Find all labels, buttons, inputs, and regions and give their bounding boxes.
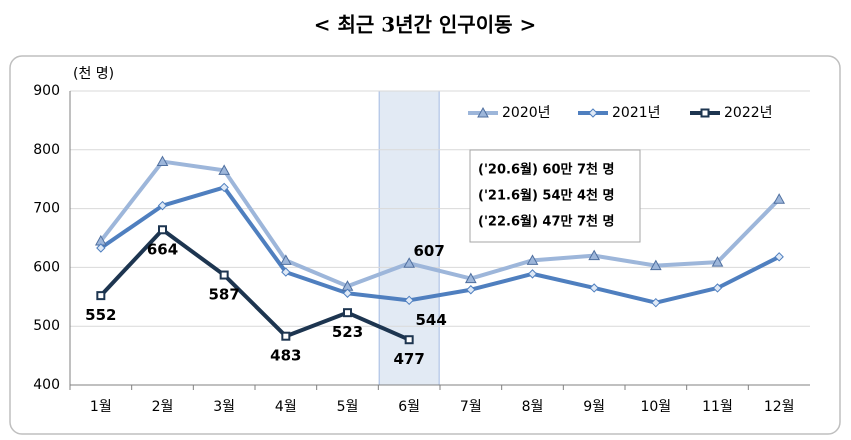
marker	[711, 256, 724, 267]
x-tick-label: 7월	[460, 399, 482, 415]
marker	[651, 297, 661, 308]
series-line	[99, 185, 781, 305]
marker	[343, 308, 352, 318]
marker	[219, 270, 229, 280]
marker	[156, 155, 169, 167]
y-tick-label: 800	[33, 142, 60, 158]
marker	[403, 257, 416, 268]
x-tick-label: 10월	[640, 399, 671, 415]
x-tick-label: 4월	[275, 399, 297, 415]
legend-label: 2021년	[612, 105, 661, 121]
y-tick-label: 400	[33, 377, 60, 393]
y-axis-label: (천 명)	[73, 66, 114, 82]
marker	[774, 252, 784, 262]
data-label: 664	[147, 240, 178, 258]
x-tick-label: 12월	[764, 399, 795, 415]
marker	[157, 200, 168, 211]
y-tick-label: 700	[33, 201, 60, 217]
x-tick-label: 11월	[702, 399, 733, 415]
annotation: ('20.6월) 60만 7천 명	[478, 162, 615, 178]
data-label: 552	[85, 306, 116, 324]
annotation: ('21.6월) 54만 4천 명	[478, 188, 615, 204]
marker	[342, 288, 353, 298]
data-label: 607	[414, 242, 445, 260]
marker	[527, 269, 538, 279]
x-tick-label: 2월	[152, 399, 174, 415]
marker	[773, 193, 786, 204]
x-tick-label: 8월	[522, 399, 544, 415]
data-label: 483	[270, 347, 301, 365]
x-tick-label: 1월	[90, 399, 112, 415]
marker	[588, 108, 598, 118]
chart-title: < 최근 3년간 인구이동 >	[314, 13, 536, 37]
marker	[477, 106, 489, 118]
y-tick-label: 500	[33, 318, 60, 334]
x-tick-label: 6월	[398, 399, 420, 415]
data-label: 587	[209, 286, 240, 304]
x-tick-label: 5월	[337, 399, 359, 415]
x-tick-label: 3월	[213, 399, 235, 415]
marker	[404, 295, 414, 306]
marker	[712, 283, 723, 293]
series-line	[99, 159, 781, 289]
y-tick-label: 600	[33, 259, 60, 275]
marker	[700, 108, 710, 118]
marker	[404, 335, 414, 345]
marker	[96, 291, 106, 301]
marker	[219, 182, 229, 193]
marker	[526, 254, 539, 265]
y-tick-label: 900	[33, 83, 60, 99]
marker	[281, 267, 291, 277]
data-label: 523	[332, 323, 363, 341]
x-tick-label: 9월	[583, 399, 605, 415]
legend-label: 2020년	[502, 105, 551, 121]
marker	[96, 243, 106, 253]
marker	[279, 254, 292, 265]
marker	[218, 164, 231, 175]
data-label: 544	[416, 311, 447, 329]
data-label: 477	[394, 350, 425, 368]
marker	[588, 249, 601, 261]
marker	[158, 225, 167, 235]
marker	[281, 331, 291, 341]
annotation-box	[469, 149, 641, 243]
marker	[464, 272, 477, 284]
marker	[589, 283, 599, 293]
annotation: ('22.6월) 47만 7천 명	[478, 214, 615, 230]
marker	[649, 259, 662, 271]
marker	[466, 285, 476, 295]
legend-label: 2022년	[724, 105, 773, 121]
series-line	[99, 227, 410, 342]
